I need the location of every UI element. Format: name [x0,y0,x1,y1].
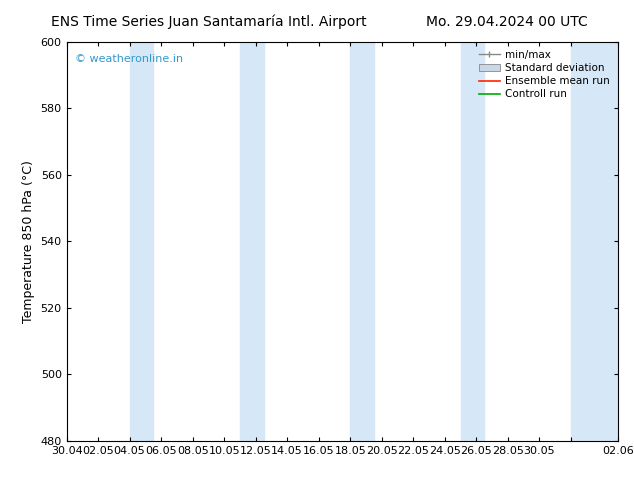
Bar [460,42,484,441]
Bar [350,42,374,441]
Bar [571,42,618,441]
Bar [129,42,153,441]
Bar [240,42,264,441]
Legend: min/max, Standard deviation, Ensemble mean run, Controll run: min/max, Standard deviation, Ensemble me… [476,47,613,102]
Text: © weatheronline.in: © weatheronline.in [75,53,183,64]
Y-axis label: Temperature 850 hPa (°C): Temperature 850 hPa (°C) [22,160,35,323]
Text: ENS Time Series Juan Santamaría Intl. Airport: ENS Time Series Juan Santamaría Intl. Ai… [51,15,367,29]
Text: Mo. 29.04.2024 00 UTC: Mo. 29.04.2024 00 UTC [426,15,588,29]
